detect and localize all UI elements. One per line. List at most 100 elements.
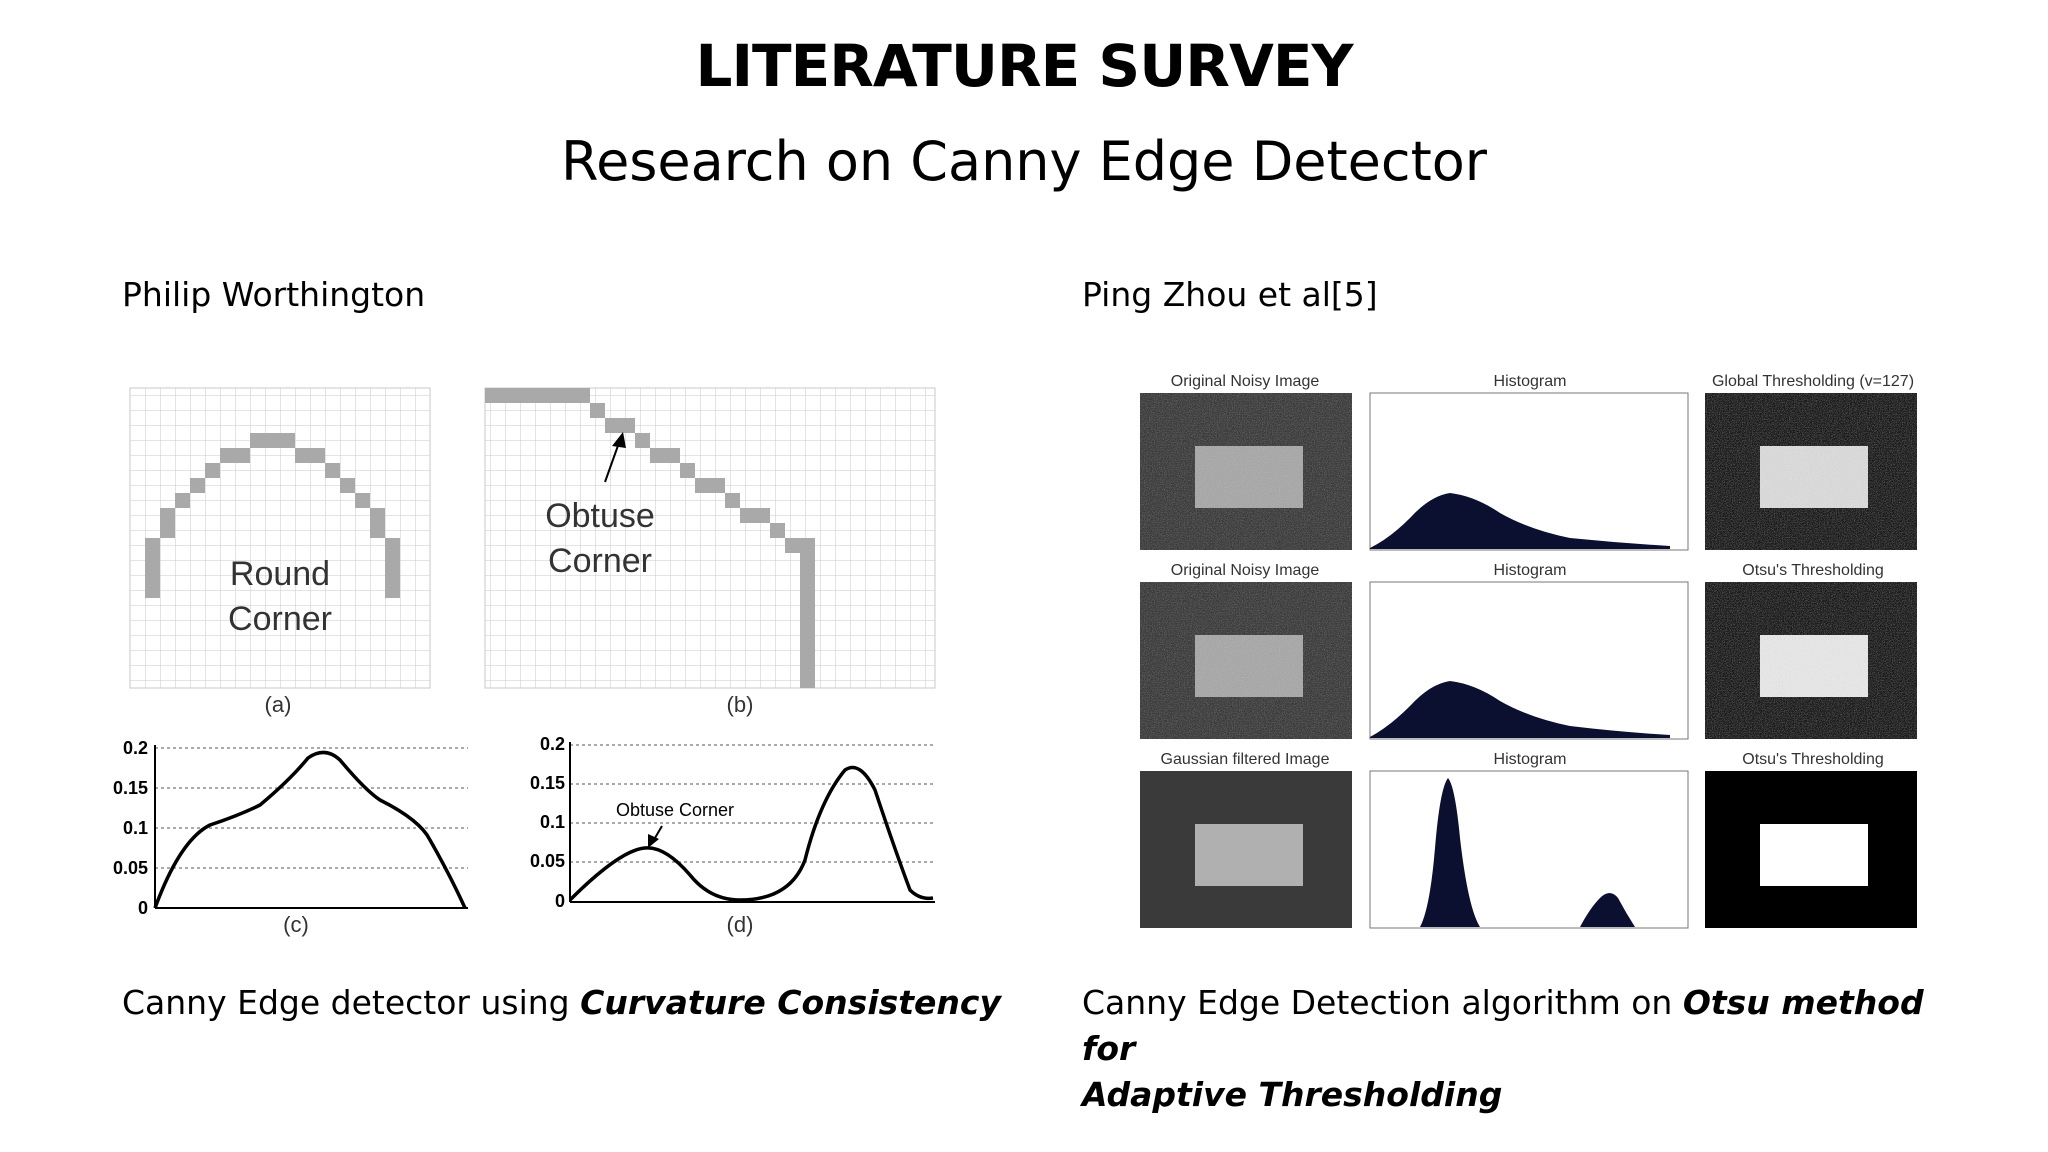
otsu-figure: Original Noisy Image Histogram Global Th… [1140,373,1917,929]
round-label-line1: Round [230,555,330,593]
r3-histogram [1369,770,1689,929]
r2c1-title: Original Noisy Image [1171,562,1320,579]
pixel-cell [265,433,280,448]
pixel-cell [740,508,755,523]
round-corner-pixels [145,433,400,598]
pixel-cell [800,643,815,658]
right-caption: Canny Edge Detection algorithm on Otsu m… [1082,980,1982,1118]
pixel-cell [370,508,385,523]
pixel-cell [355,493,370,508]
r3c3-title: Otsu's Thresholding [1742,751,1884,768]
r2-noisy-image [1140,582,1352,739]
r1c1-title: Original Noisy Image [1171,373,1320,390]
panel-b-grid: Obtuse Corner (b) [484,387,936,717]
pixel-cell [800,568,815,583]
pixel-cell [145,583,160,598]
pixel-cell [590,403,605,418]
pixel-cell [235,448,250,463]
right-author: Ping Zhou et al[5] [1082,275,1378,314]
pixel-cell [800,658,815,673]
r3c1-title: Gaussian filtered Image [1161,751,1330,768]
d-ytick-0.15: 0.15 [530,773,565,793]
pixel-cell [725,493,740,508]
pixel-cell [755,508,770,523]
curve-c [153,750,467,909]
c-ytick-0: 0 [138,898,148,918]
pixel-cell [560,388,575,403]
r3-gaussian-image [1140,771,1352,928]
c-ytick-0.2: 0.2 [123,738,148,758]
pixel-cell [710,478,725,493]
pixel-cell [145,568,160,583]
r2c3-title: Otsu's Thresholding [1742,562,1884,579]
left-caption-bold: Curvature Consistency [580,983,1001,1022]
label-b: (b) [727,692,754,717]
round-label-line2: Corner [228,600,332,638]
pixel-cell [220,448,235,463]
panel-d-plot: Obtuse Corner 0.2 0.15 0.1 0.05 0 (d) [530,734,935,937]
pixel-cell [575,388,590,403]
obtuse-corner-annotation: Obtuse Corner [616,800,734,820]
d-ytick-0.2: 0.2 [540,734,565,754]
pixel-cell [800,538,815,553]
r1c2-title: Histogram [1494,373,1567,390]
pixel-cell [605,418,620,433]
pixel-cell [485,388,500,403]
r1-noisy-image [1140,393,1352,550]
pixel-cell [770,523,785,538]
obtuse-arrow-head [612,432,626,448]
pixel-cell [145,538,160,553]
pixel-cell [695,478,710,493]
pixel-cell [650,448,665,463]
panel-a-grid: Round Corner (a) [129,387,431,717]
pixel-cell [250,433,265,448]
r3c2-title: Histogram [1494,751,1567,768]
obtuse-arrow-shaft [604,439,621,483]
slide-title: LITERATURE SURVEY [695,32,1354,100]
r1-global-threshold-image [1705,393,1917,550]
label-d: (d) [727,912,754,937]
curvature-figure: Round Corner (a) Obtuse Corner (b) 0.2 0… [113,387,936,937]
left-author: Philip Worthington [122,275,426,314]
pixel-cell [635,433,650,448]
panel-c-plot: 0.2 0.15 0.1 0.05 0 (c) [113,738,468,937]
pixel-cell [385,583,400,598]
r1c3-title: Global Thresholding (v=127) [1712,373,1914,390]
pixel-cell [325,463,340,478]
label-c: (c) [283,912,309,937]
slide-subtitle: Research on Canny Edge Detector [560,130,1487,193]
pixel-cell [340,478,355,493]
pixel-cell [190,478,205,493]
pixel-cell [800,598,815,613]
obtuse-label-line1: Obtuse [545,497,655,535]
pixel-cell [500,388,515,403]
d-ytick-0.1: 0.1 [540,812,565,832]
pixel-cell [385,553,400,568]
pixel-cell [280,433,295,448]
pixel-cell [385,538,400,553]
r1-histogram [1369,392,1689,551]
pixel-cell [665,448,680,463]
pixel-cell [800,553,815,568]
pixel-cell [370,523,385,538]
obtuse-corner-pixels [485,388,815,688]
obtuse-annotation-arrowhead [648,834,659,848]
pixel-cell [385,568,400,583]
r2c2-title: Histogram [1494,562,1567,579]
pixel-cell [800,583,815,598]
d-ytick-0.05: 0.05 [530,851,565,871]
pixel-cell [310,448,325,463]
pixel-cell [160,508,175,523]
pixel-cell [530,388,545,403]
obtuse-label-line2: Corner [548,542,652,580]
pixel-cell [175,493,190,508]
pixel-cell [785,538,800,553]
left-caption: Canny Edge detector using Curvature Cons… [122,980,1001,1026]
pixel-cell [295,448,310,463]
pixel-cell [800,613,815,628]
c-ytick-0.05: 0.05 [113,858,148,878]
curve-d [568,765,934,902]
pixel-cell [145,553,160,568]
pixel-cell [160,523,175,538]
left-caption-plain: Canny Edge detector using [122,983,581,1022]
